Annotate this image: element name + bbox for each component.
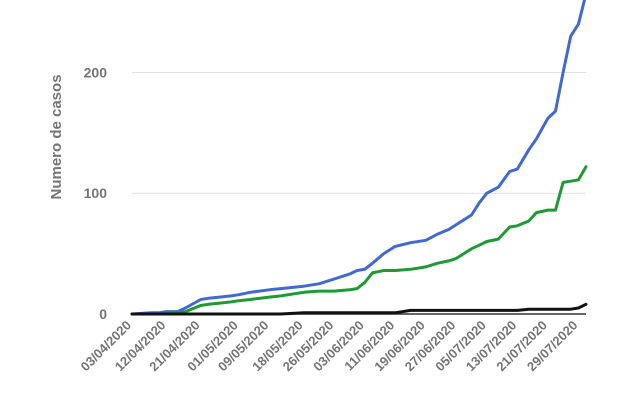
series-lines <box>130 0 588 316</box>
gridlines <box>132 71 586 315</box>
y-axis-ticks: 0 100 200 <box>84 64 108 322</box>
x-axis-ticks: 03/04/202012/04/202021/04/202001/05/2020… <box>77 317 580 374</box>
series-line-3 <box>130 302 588 316</box>
y-tick-label: 200 <box>84 64 108 80</box>
y-tick-label: 0 <box>99 306 107 322</box>
y-tick-label: 100 <box>84 185 108 201</box>
y-axis-title: Numero de casos <box>48 74 65 199</box>
series-line-1 <box>130 0 587 316</box>
series-line-2 <box>130 165 588 316</box>
